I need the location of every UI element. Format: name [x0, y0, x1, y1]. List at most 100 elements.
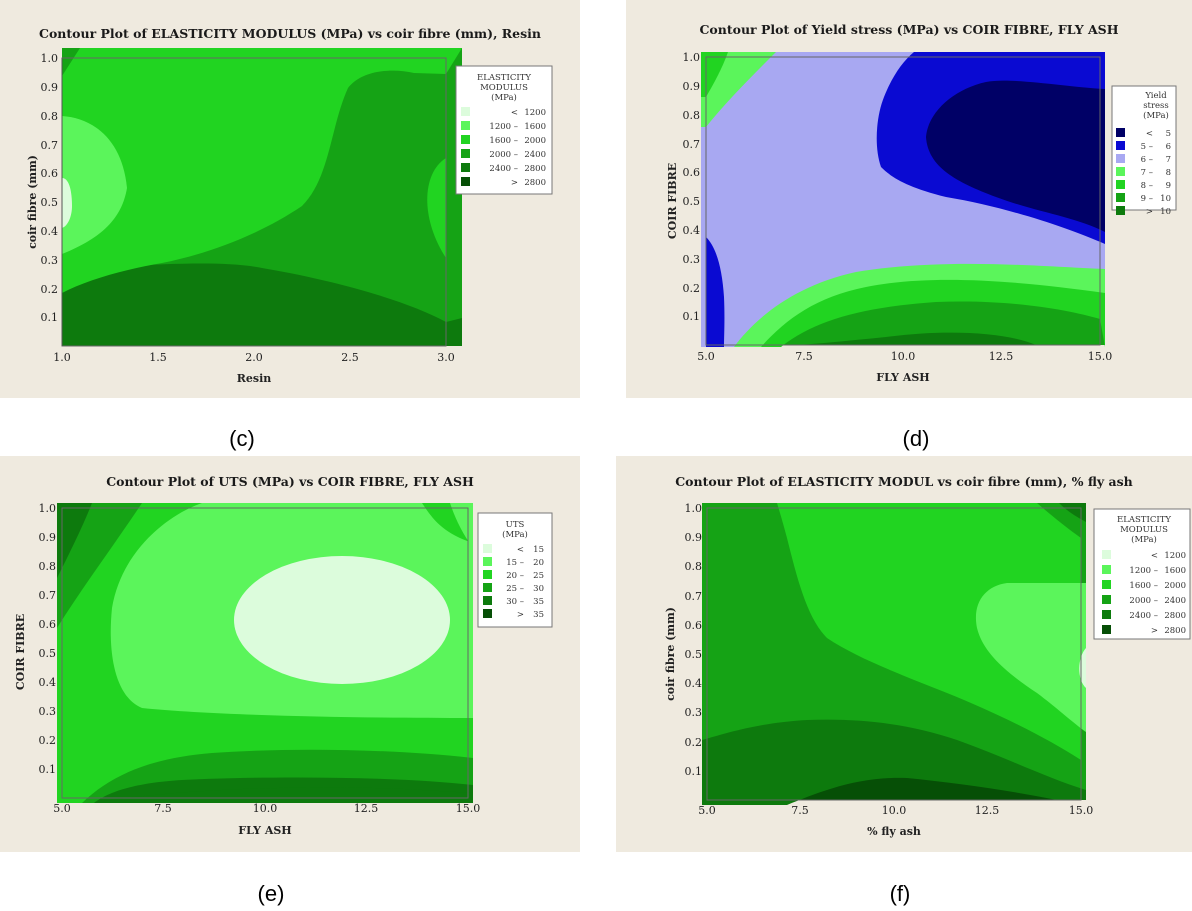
legend-value: 2800 — [1164, 626, 1186, 636]
legend-title: Yield — [1144, 91, 1167, 101]
x-tick-label: 1.0 — [53, 351, 71, 364]
legend-title: ELASTICITY — [477, 73, 531, 83]
y-tick-label: 0.4 — [685, 677, 703, 690]
contour-band — [234, 556, 450, 684]
y-axis: 1.0 0.9 0.8 0.7 0.6 0.5 0.4 0.3 0.2 0.1 … — [664, 502, 702, 778]
y-tick-label: 0.2 — [41, 283, 59, 296]
legend-value: 1600 — [1164, 566, 1186, 576]
legend-value: 2000 — [524, 136, 546, 146]
y-axis: 1.0 0.9 0.8 0.7 0.6 0.5 0.4 0.3 0.2 0.1 … — [14, 502, 56, 776]
y-tick-label: 0.8 — [39, 560, 57, 573]
x-tick-label: 12.5 — [989, 350, 1014, 363]
y-tick-label: 0.7 — [39, 589, 57, 602]
legend-value: 5 — [1166, 129, 1171, 139]
legend-label: 15 – — [506, 558, 524, 568]
legend-value: 10 — [1160, 207, 1171, 217]
legend-swatch — [483, 583, 492, 592]
legend-swatch — [1102, 610, 1111, 619]
contour-band — [92, 787, 473, 803]
legend-swatch — [461, 149, 470, 158]
legend-label: 9 – — [1141, 194, 1153, 204]
chart-panel-d: Contour Plot of Yield stress (MPa) vs CO… — [626, 0, 1192, 398]
legend-value: 10 — [1160, 194, 1171, 204]
legend-label: < — [511, 108, 518, 118]
legend-label: 2400 – — [1129, 611, 1158, 621]
legend-label: < — [1146, 129, 1153, 139]
caption-d: (d) — [902, 426, 930, 451]
x-tick-label: 1.5 — [149, 351, 167, 364]
contour-band — [62, 178, 72, 228]
legend-swatch — [1102, 595, 1111, 604]
legend-label: 20 – — [506, 571, 524, 581]
x-tick-label: 2.5 — [341, 351, 359, 364]
x-tick-label: 3.0 — [437, 351, 455, 364]
x-axis: 5.0 7.5 10.0 12.5 15.0 % fly ash — [698, 804, 1093, 838]
legend-title: (MPa) — [1143, 110, 1169, 121]
y-tick-label: 0.9 — [685, 531, 703, 544]
legend-value: 2400 — [524, 150, 546, 160]
legend-swatch — [461, 135, 470, 144]
legend-label: 1200 – — [489, 122, 518, 132]
legend-value: 30 — [533, 584, 544, 594]
x-axis-label: % fly ash — [867, 825, 921, 838]
contour-band — [62, 116, 127, 254]
legend-label: 25 – — [506, 584, 524, 594]
legend-label: 6 – — [1141, 155, 1153, 165]
legend-label: 1600 – — [1129, 581, 1158, 591]
y-tick-label: 0.5 — [683, 195, 701, 208]
legend: UTS (MPa) < 15 15 – 20 20 – 25 25 – 30 3… — [477, 512, 553, 628]
legend-swatch — [1116, 128, 1125, 137]
legend-value: 6 — [1166, 142, 1171, 152]
legend-label: 5 – — [1141, 142, 1153, 152]
legend-label: < — [517, 545, 524, 555]
x-axis: 5.0 7.5 10.0 12.5 15.0 FLY ASH — [697, 350, 1112, 384]
legend-label: 30 – — [506, 597, 524, 607]
x-tick-label: 10.0 — [891, 350, 916, 363]
chart-panel-e: Contour Plot of UTS (MPa) vs COIR FIBRE,… — [0, 456, 580, 852]
legend-swatch — [1116, 167, 1125, 176]
legend-value: 8 — [1166, 168, 1171, 178]
x-tick-label: 15.0 — [456, 802, 481, 815]
chart-svg: 1.0 0.9 0.8 0.7 0.6 0.5 0.4 0.3 0.2 0.1 … — [14, 502, 553, 837]
legend-title: stress — [1143, 101, 1169, 111]
x-axis-label: FLY ASH — [876, 371, 929, 384]
legend-label: 8 – — [1141, 181, 1153, 191]
x-tick-label: 10.0 — [253, 802, 278, 815]
legend-value: 1600 — [524, 122, 546, 132]
chart-svg: 1.0 0.9 0.8 0.7 0.6 0.5 0.4 0.3 0.2 0.1 … — [666, 51, 1177, 384]
y-tick-label: 0.6 — [41, 167, 59, 180]
y-tick-label: 0.6 — [39, 618, 57, 631]
y-tick-label: 0.3 — [685, 706, 703, 719]
chart-title: Contour Plot of ELASTICITY MODULUS (MPa)… — [39, 26, 541, 41]
y-tick-label: 0.8 — [683, 109, 701, 122]
x-tick-label: 5.0 — [697, 350, 715, 363]
legend-title: UTS — [506, 520, 525, 530]
contour-band — [701, 52, 728, 97]
legend-label: 1600 – — [489, 136, 518, 146]
y-tick-label: 0.1 — [685, 765, 703, 778]
y-axis-label: COIR FIBRE — [666, 163, 679, 239]
y-axis-label: COIR FIBRE — [14, 614, 27, 690]
y-tick-label: 0.9 — [39, 531, 57, 544]
x-tick-label: 5.0 — [698, 804, 716, 817]
legend-label: 2000 – — [1129, 596, 1158, 606]
legend-value: 9 — [1166, 181, 1171, 191]
legend-value: 2000 — [1164, 581, 1186, 591]
caption-f: (f) — [889, 881, 911, 906]
chart-title: Contour Plot of Yield stress (MPa) vs CO… — [699, 22, 1119, 37]
caption-c: (c) — [229, 426, 255, 451]
y-tick-label: 1.0 — [41, 52, 59, 65]
contour-band — [706, 237, 725, 347]
legend-label: 2000 – — [489, 150, 518, 160]
legend-swatch — [483, 557, 492, 566]
y-tick-label: 0.7 — [683, 138, 701, 151]
legend-swatch — [1116, 141, 1125, 150]
legend-swatch — [1116, 206, 1125, 215]
y-tick-label: 0.1 — [683, 310, 701, 323]
legend-value: 20 — [533, 558, 544, 568]
y-tick-label: 1.0 — [685, 502, 703, 515]
contour-band — [926, 80, 1105, 232]
legend-label: 7 – — [1141, 168, 1153, 178]
chart-title: Contour Plot of ELASTICITY MODUL vs coir… — [675, 474, 1133, 489]
contour-band — [62, 48, 462, 293]
